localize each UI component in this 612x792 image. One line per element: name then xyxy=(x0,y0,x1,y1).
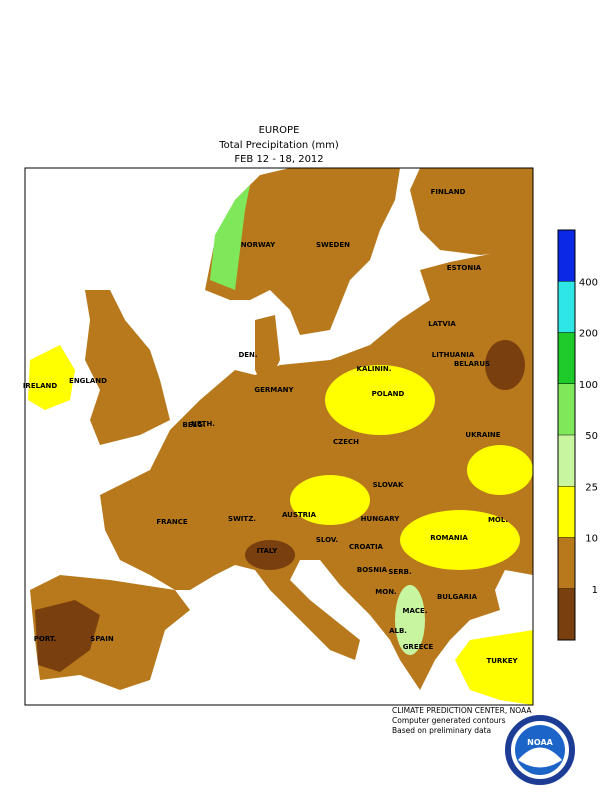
country-label: NORWAY xyxy=(241,241,276,249)
country-label: UKRAINE xyxy=(465,431,500,439)
country-label: SWEDEN xyxy=(316,241,350,249)
dry-area xyxy=(485,340,525,390)
noaa-logo: NOAA xyxy=(505,715,575,785)
legend-label: 25 xyxy=(585,482,598,493)
country-label: BELARUS xyxy=(454,360,490,368)
finland xyxy=(410,168,533,255)
map-title: EUROPE xyxy=(259,125,300,136)
wet-area xyxy=(467,445,533,495)
wet-area xyxy=(400,510,520,570)
country-label: SERB. xyxy=(388,568,411,576)
country-label: MOL. xyxy=(488,516,508,524)
wet-area xyxy=(395,585,425,655)
legend-label: 200 xyxy=(579,329,598,340)
country-label: SPAIN xyxy=(90,635,114,643)
iberia-dry xyxy=(35,600,100,672)
map-frame xyxy=(24,167,534,706)
legend: 1 10 25 50 100 200 400 xyxy=(557,229,598,641)
country-label: ENGLAND xyxy=(69,377,107,385)
legend-swatch xyxy=(558,230,575,282)
country-label: CZECH xyxy=(333,438,359,446)
britain xyxy=(85,290,170,445)
country-label: DEN. xyxy=(238,351,257,359)
country-label: CROATIA xyxy=(349,543,384,551)
country-label: GERMANY xyxy=(254,386,294,394)
legend-swatch xyxy=(558,486,575,538)
country-label: SWITZ. xyxy=(228,515,256,523)
country-label: ALB. xyxy=(389,627,407,635)
country-label: TURKEY xyxy=(486,657,518,665)
country-label: SLOVAK xyxy=(373,481,404,489)
country-label: BELG. xyxy=(183,421,206,429)
country-label: MON. xyxy=(375,588,396,596)
country-label: FRANCE xyxy=(156,518,188,526)
denmark xyxy=(255,315,280,390)
country-label: BOSNIA xyxy=(357,566,388,574)
credit: Computer generated contours xyxy=(392,716,506,725)
wet-coast xyxy=(210,185,250,290)
country-label: MACE. xyxy=(403,607,428,615)
dry-area xyxy=(245,540,295,570)
continent xyxy=(100,248,533,690)
legend-swatch xyxy=(558,435,575,487)
country-label: NETH. xyxy=(191,420,215,428)
legend-swatch xyxy=(558,588,575,640)
country-label: HUNGARY xyxy=(361,515,401,523)
logo-bird xyxy=(518,747,562,768)
country-label: SLOV. xyxy=(316,536,338,544)
country-label: POLAND xyxy=(372,390,405,398)
country-label: LITHUANIA xyxy=(432,351,475,359)
country-label: AUSTRIA xyxy=(282,511,317,519)
legend-swatch xyxy=(558,281,575,333)
wet-area xyxy=(290,475,370,525)
logo-text: NOAA xyxy=(527,738,553,747)
legend-swatch xyxy=(558,537,575,589)
country-label: KALININ. xyxy=(357,365,392,373)
legend-swatch xyxy=(558,332,575,384)
country-label: GREECE xyxy=(403,643,434,651)
legend-label: 100 xyxy=(579,380,598,391)
country-label: ROMANIA xyxy=(430,534,468,542)
wet-area xyxy=(325,365,435,435)
scandinavia xyxy=(205,168,400,335)
map-period: FEB 12 - 18, 2012 xyxy=(234,154,323,165)
legend-label: 10 xyxy=(585,534,598,545)
legend-label: 50 xyxy=(585,431,598,442)
country-label: IRELAND xyxy=(23,382,58,390)
country-label: FINLAND xyxy=(431,188,466,196)
legend-label: 1 xyxy=(592,585,598,596)
country-label: ESTONIA xyxy=(447,264,482,272)
map: FINLAND NORWAY SWEDEN ESTONIA LATVIA DEN. LITH… xyxy=(23,167,534,706)
country-label: ITALY xyxy=(257,547,279,555)
ireland xyxy=(28,345,75,410)
legend-swatch xyxy=(558,383,575,435)
country-label: BULGARIA xyxy=(437,593,478,601)
credit: CLIMATE PREDICTION CENTER, NOAA xyxy=(392,706,532,715)
legend-label: 400 xyxy=(579,277,598,288)
country-label: LATVIA xyxy=(428,320,456,328)
country-label: PORT. xyxy=(34,635,57,643)
credit: Based on preliminary data xyxy=(392,726,491,735)
turkey xyxy=(455,630,533,705)
map-subtitle: Total Precipitation (mm) xyxy=(218,140,339,151)
